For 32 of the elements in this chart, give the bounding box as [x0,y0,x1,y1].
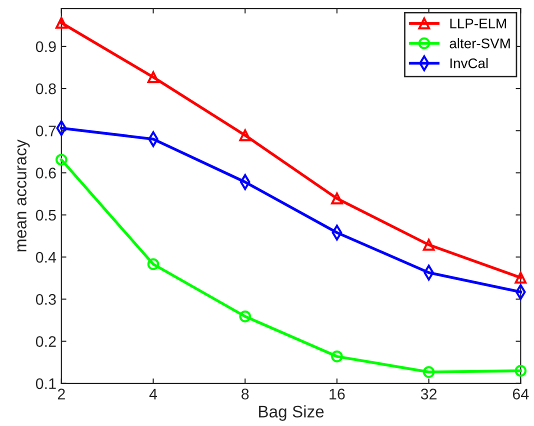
y-tick-label: 0.2 [36,336,56,347]
point [147,258,160,270]
point [56,16,68,29]
x-axis-title: Bag Size [259,405,324,421]
point [56,154,68,166]
y-tick-label: 0.8 [36,83,56,94]
x-tick-label: 32 [420,388,437,400]
y-axis-title: mean accuracy [17,139,30,252]
y-tick-label: 0.3 [36,294,56,305]
point [147,71,160,84]
point [239,310,252,322]
y-tick-label: 0.1 [36,378,56,390]
point [239,129,252,142]
y-tick-label: 0.9 [36,41,56,52]
legend-label: LLP-ELM [450,18,506,28]
y-tick-label: 0.5 [36,210,56,221]
y-tick-label: 0.7 [36,126,56,136]
x-tick-label: 2 [58,388,65,400]
point [331,350,343,362]
legend-label: alter-SVM [450,38,510,48]
y-tick-label: 0.4 [36,252,56,263]
x-tick-label: 8 [242,388,249,400]
x-tick-label: 4 [149,388,158,400]
x-tick-label: 64 [512,388,529,400]
y-tick-label: 0.6 [36,168,56,178]
point [331,192,343,204]
x-tick-label: 16 [330,388,345,400]
point [514,364,527,377]
point [422,238,435,251]
point [514,272,527,284]
legend-label: InvCal [450,58,488,68]
point [422,366,435,378]
